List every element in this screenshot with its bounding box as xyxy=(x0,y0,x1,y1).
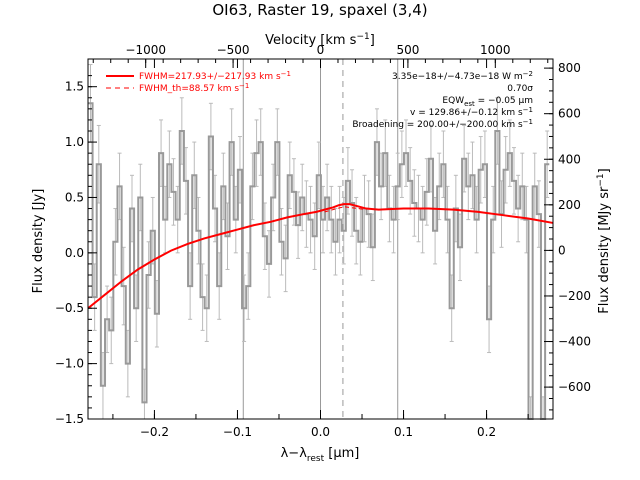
x-tick-label: −0.1 xyxy=(223,425,252,439)
right-tick-label: 800 xyxy=(558,61,581,75)
right-axis-label: Flux density [MJy sr−1] xyxy=(596,168,612,313)
velocity-tick-label: 500 xyxy=(396,43,419,57)
right-tick-label: −600 xyxy=(558,380,591,394)
y-tick-label: 0.0 xyxy=(65,246,84,260)
velocity-tick-label: 1000 xyxy=(480,43,511,57)
legend-fit-label: FWHM=217.93+/−217.93 km s−1 xyxy=(139,70,291,82)
bottom-axis: −0.2 −0.1 0.0 0.1 0.2 xyxy=(112,59,529,439)
fit-series xyxy=(87,203,554,310)
annotation-line-flux: 3.35e−18+/−4.73e−18 W m−2 xyxy=(392,70,533,82)
x-tick-label: 0.0 xyxy=(311,425,330,439)
legend: FWHM=217.93+/−217.93 km s−1 FWHM_th=88.5… xyxy=(106,70,291,94)
left-axis: −1.5 −1.0 −0.5 0.0 0.5 1.0 1.5 xyxy=(55,75,97,426)
right-tick-label: −400 xyxy=(558,335,591,349)
legend-thermal-label: FWHM_th=88.57 km s−1 xyxy=(139,82,249,94)
annotation-velocity: v = 129.86+/−0.12 km s−1 xyxy=(410,106,533,118)
y-tick-label: −0.5 xyxy=(55,301,84,315)
right-tick-label: −200 xyxy=(558,289,591,303)
top-axis: −1000 −500 0 500 1000 xyxy=(92,43,549,68)
annotation-eqw: EQWest = −0.05 μm xyxy=(442,96,533,108)
velocity-tick-label: −500 xyxy=(217,43,250,57)
x-tick-label: 0.1 xyxy=(394,425,413,439)
x-tick-label: 0.2 xyxy=(477,425,496,439)
y-tick-label: −1.5 xyxy=(55,412,84,426)
annotation-broadening: Broadening = 200.00+/−200.00 km s−1 xyxy=(352,118,533,130)
annotation-significance: 0.70σ xyxy=(507,84,533,94)
top-axis-label: Velocity [km s−1] xyxy=(265,32,375,48)
right-tick-label: 200 xyxy=(558,198,581,212)
fit-annotations: 3.35e−18+/−4.73e−18 W m−2 0.70σ EQWest =… xyxy=(352,70,533,130)
y-tick-label: 0.5 xyxy=(65,190,84,204)
y-axis-label: Flux density [Jy] xyxy=(31,189,46,294)
right-axis: −600 −400 −200 0 200 400 600 800 xyxy=(544,61,591,411)
x-tick-label: −0.2 xyxy=(140,425,169,439)
right-tick-label: 600 xyxy=(558,107,581,121)
velocity-tick-label: 0 xyxy=(317,43,325,57)
velocity-tick-label: −1000 xyxy=(125,43,166,57)
right-tick-label: 400 xyxy=(558,152,581,166)
y-tick-label: 1.5 xyxy=(65,80,84,94)
fit-line xyxy=(87,203,554,310)
thermal-fit-line xyxy=(324,206,367,213)
right-tick-label: 0 xyxy=(558,243,566,257)
reference-lines xyxy=(242,59,399,419)
chart-title: OI63, Raster 19, spaxel (3,4) xyxy=(212,1,427,19)
data-series xyxy=(88,102,550,420)
flux-step-line xyxy=(88,102,550,420)
y-tick-label: 1.0 xyxy=(65,135,84,149)
y-tick-label: −1.0 xyxy=(55,357,84,371)
x-axis-label: λ−λrest [μm] xyxy=(281,446,360,464)
